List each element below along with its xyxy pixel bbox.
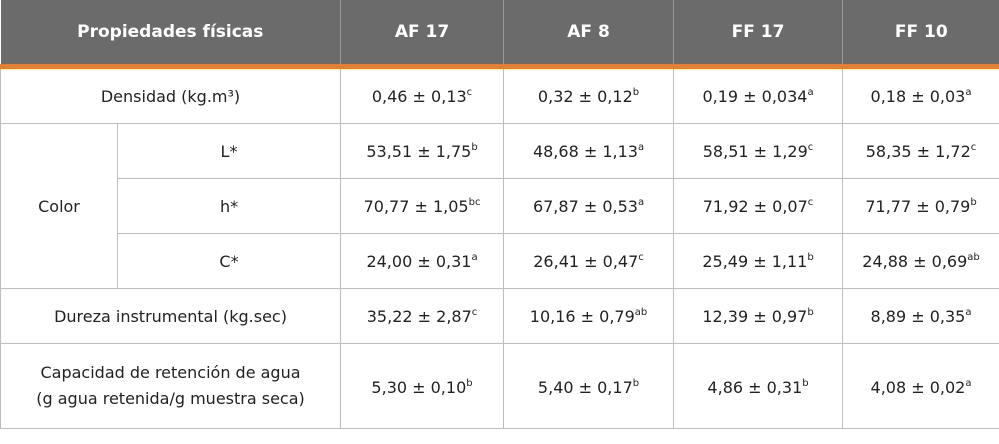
body-row: Dureza instrumental (kg.sec) 35,22 ± 2,87… <box>0 288 999 344</box>
value-cell: 0,19 ± 0,034a <box>673 66 844 124</box>
significance: b <box>632 86 640 98</box>
value: 67,87 ± 0,53 <box>532 196 638 216</box>
value: 0,18 ± 0,03 <box>870 86 966 106</box>
value-cell: 24,88 ± 0,69ab <box>842 233 999 289</box>
value: 53,51 ± 1,75 <box>366 141 472 161</box>
value-cell: 4,08 ± 0,02a <box>842 343 999 429</box>
value-cell: 25,49 ± 1,11b <box>673 233 844 289</box>
value: 4,86 ± 0,31 <box>707 378 803 397</box>
header-cell: Propiedades físicas <box>0 0 341 69</box>
value-cell: 71,77 ± 0,79b <box>842 178 999 234</box>
significance: ab <box>634 306 648 318</box>
body-row: Capacidad de retención de agua (g agua re… <box>0 343 999 429</box>
body-row: Color L* 53,51 ± 1,75b 48,68 ± 1,13a 58,51 ±… <box>0 123 999 289</box>
value: 24,00 ± 0,31 <box>366 251 472 271</box>
sub-label: h* <box>116 178 342 234</box>
value-cell: 0,32 ± 0,12b <box>503 66 675 124</box>
value: 58,51 ± 1,29 <box>702 141 808 161</box>
value-cell: 5,30 ± 0,10b <box>340 343 505 429</box>
properties-table: Propiedades físicas AF 17 AF 8 FF 17 FF 10 D… <box>0 0 999 429</box>
significance: a <box>807 86 814 98</box>
significance: b <box>807 306 814 318</box>
value-cell: 8,89 ± 0,35a <box>842 288 999 344</box>
value-cell: 48,68 ± 1,13a <box>503 123 675 179</box>
body-row: h* 70,77 ± 1,05bc 67,87 ± 0,53a 71,92 ± 0,0… <box>1 178 999 234</box>
significance: c <box>466 86 473 98</box>
header-cell: FF 10 <box>842 0 999 69</box>
value: 5,30 ± 0,10 <box>371 378 467 397</box>
value: 71,92 ± 0,07 <box>702 196 808 216</box>
value-cell: 24,00 ± 0,31a <box>340 233 505 289</box>
value-cell: 4,86 ± 0,31b <box>673 343 844 429</box>
value-cell: 0,18 ± 0,03a <box>842 66 999 124</box>
significance: b <box>471 141 478 153</box>
value: 0,19 ± 0,034 <box>702 86 808 106</box>
significance: bc <box>468 196 481 208</box>
significance: a <box>965 306 972 318</box>
value: 48,68 ± 1,13 <box>532 141 638 161</box>
significance: b <box>632 378 640 389</box>
header-cell: AF 17 <box>340 0 504 69</box>
significance: c <box>807 196 814 208</box>
significance: a <box>965 86 972 98</box>
value-cell: 58,51 ± 1,29c <box>673 123 844 179</box>
value: 26,41 ± 0,47 <box>533 251 639 271</box>
significance: c <box>471 306 478 318</box>
value: 25,49 ± 1,11 <box>702 251 808 271</box>
value-cell: 26,41 ± 0,47c <box>503 233 675 289</box>
header-row: Propiedades físicas AF 17 AF 8 FF 17 FF 10 <box>0 0 999 69</box>
value-cell: 12,39 ± 0,97b <box>673 288 844 344</box>
value: 4,08 ± 0,02 <box>870 378 966 397</box>
value: 10,16 ± 0,79 <box>529 306 635 326</box>
significance: a <box>637 141 645 153</box>
significance: a <box>965 378 972 389</box>
significance: c <box>807 141 814 153</box>
label-line: Capacidad de retención de agua <box>40 363 301 382</box>
value: 12,39 ± 0,97 <box>702 306 808 326</box>
value-cell: 71,92 ± 0,07c <box>673 178 844 234</box>
significance: c <box>638 251 644 263</box>
value: 0,32 ± 0,12 <box>537 86 633 106</box>
body-row: Densidad (kg.m³) 0,46 ± 0,13c 0,32 ± 0,12b… <box>0 66 999 124</box>
row-label: Densidad (kg.m³) <box>0 66 342 124</box>
group-label: Color <box>0 123 118 289</box>
significance: b <box>802 378 809 389</box>
significance: b <box>807 251 814 263</box>
row-label: Capacidad de retención de agua (g agua re… <box>0 343 342 429</box>
significance: a <box>471 251 478 263</box>
value-cell: 70,77 ± 1,05bc <box>340 178 505 234</box>
significance: c <box>970 141 977 153</box>
label-line: (g agua retenida/g muestra seca) <box>36 389 305 408</box>
value: 71,77 ± 0,79 <box>865 196 971 216</box>
significance: ab <box>967 251 980 263</box>
value-cell: 10,16 ± 0,79ab <box>503 288 675 344</box>
significance: a <box>637 196 645 208</box>
value: 58,35 ± 1,72 <box>865 141 971 161</box>
significance: b <box>466 378 473 389</box>
body-row: C* 24,00 ± 0,31a 26,41 ± 0,47c 25,49 ± 1,11… <box>1 233 999 289</box>
value: 70,77 ± 1,05 <box>363 196 469 216</box>
value-cell: 0,46 ± 0,13c <box>340 66 505 124</box>
value-cell: 5,40 ± 0,17b <box>503 343 675 429</box>
value: 24,88 ± 0,69 <box>862 251 968 271</box>
value: 5,40 ± 0,17 <box>537 378 633 397</box>
value: 8,89 ± 0,35 <box>870 306 966 326</box>
row-label: Dureza instrumental (kg.sec) <box>0 288 342 344</box>
value-cell: 67,87 ± 0,53a <box>503 178 675 234</box>
sub-label: L* <box>116 123 342 179</box>
sub-label: C* <box>116 233 342 289</box>
value: 35,22 ± 2,87 <box>366 306 472 326</box>
value-cell: 53,51 ± 1,75b <box>340 123 505 179</box>
significance: b <box>970 196 977 208</box>
value: 0,46 ± 0,13 <box>371 86 467 106</box>
value-cell: 35,22 ± 2,87c <box>340 288 505 344</box>
value-cell: 58,35 ± 1,72c <box>842 123 999 179</box>
header-cell: FF 17 <box>673 0 843 69</box>
header-cell: AF 8 <box>503 0 674 69</box>
